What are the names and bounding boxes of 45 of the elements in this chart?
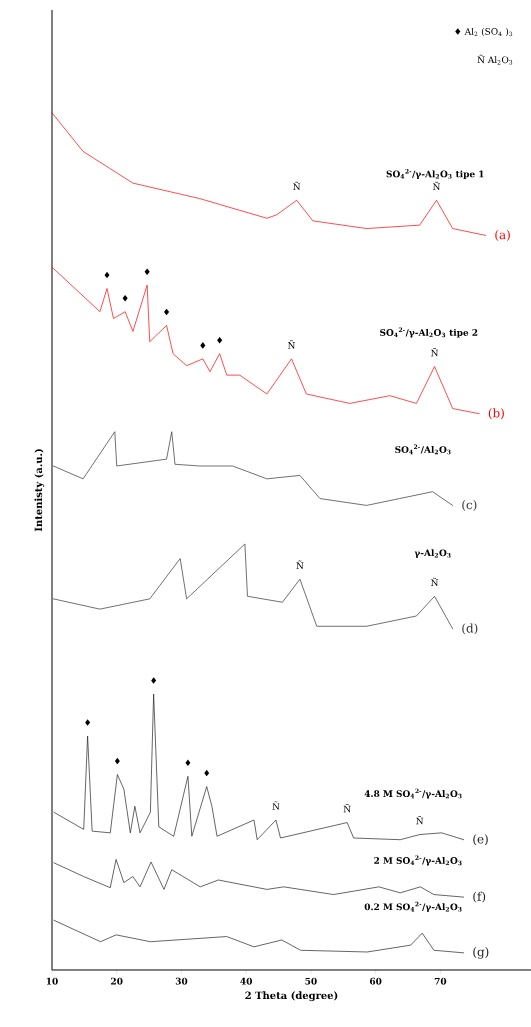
annotation: ♦ (203, 769, 209, 777)
series-label: (b) (488, 408, 504, 420)
annotation: ♦ (104, 271, 110, 279)
annotation: ♦ (216, 336, 222, 344)
annotation: 4.8 M SO$_{4}$$^{2-}$/γ-Al$_{2}$O$_{3}$ (364, 788, 462, 799)
series-label: (g) (473, 946, 489, 959)
x-tick-label: 50 (305, 977, 317, 985)
series-label: (c) (462, 499, 477, 511)
series-label: (a) (495, 229, 510, 241)
annotation: SO$_{4}$$^{2-}$/γ-Al$_{2}$O$_{3}$ tipe 1 (386, 168, 484, 180)
annotation: ♦ (163, 308, 169, 316)
annotation: Ñ (292, 181, 300, 191)
annotation: Ñ (287, 340, 295, 349)
annotation: SO$_{4}$$^{2-}$/γ-Al$_{2}$O$_{3}$ tipe 2 (379, 327, 477, 338)
annotation: Ñ (296, 560, 304, 569)
x-tick-label: 30 (175, 977, 188, 985)
annotation: SO$_{4}$$^{2-}$/Al$_{2}$O$_{3}$ (394, 444, 451, 455)
annotation: Ñ (430, 577, 438, 587)
annotation: Ñ (430, 347, 438, 357)
text: Ñ Al$_{2}$O$_{3}$ (477, 54, 512, 65)
annotation: ♦ (150, 677, 156, 684)
annotation: 2 M SO$_{4}$$^{2-}$/γ-Al$_{2}$O$_{3}$ (373, 855, 462, 866)
annotation: ♦ (200, 342, 206, 349)
series-label: (e) (473, 834, 488, 846)
x-tick-label: 60 (369, 977, 382, 985)
series-label: (d) (462, 623, 478, 635)
annotation: Ñ (272, 801, 280, 810)
series-label: (f) (473, 891, 485, 903)
annotation: ♦ (122, 294, 128, 302)
x-tick-label: 40 (240, 977, 252, 985)
annotation: γ-Al$_{2}$O$_{3}$ (414, 549, 451, 558)
annotation: ♦ (114, 757, 120, 765)
annotation: ♦ (185, 759, 191, 767)
text: ♦ Al$_{2}$ (SO$_{4}$ )$_{3}$ (455, 27, 512, 37)
annotation: ♦ (84, 719, 90, 726)
annotation: ♦ (144, 268, 150, 275)
y-axis-title: Intenisty (a.u.) (34, 449, 44, 532)
x-tick-label: 20 (110, 977, 123, 985)
annotation: Ñ (415, 815, 423, 825)
x-tick-label: 10 (46, 977, 58, 985)
annotation: 0.2 M SO$_{4}$$^{2-}$/γ-Al$_{2}$O$_{3}$ (364, 901, 462, 912)
x-axis-title: 2 Theta (degree) (245, 991, 338, 1002)
x-tick-label: 70 (434, 977, 446, 985)
annotation: Ñ (343, 803, 351, 813)
annotation: Ñ (432, 181, 440, 191)
